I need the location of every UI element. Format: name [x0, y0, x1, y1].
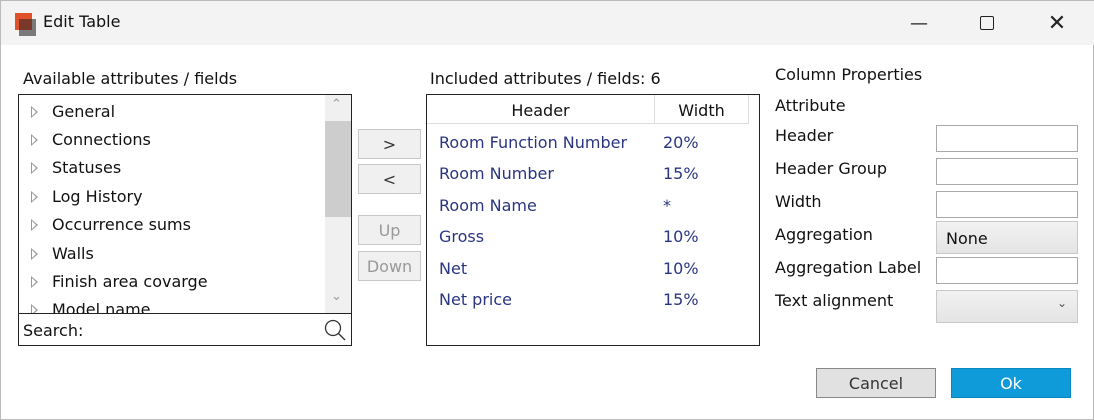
tree-item-model-name[interactable]: Model name — [31, 300, 151, 313]
cancel-button[interactable]: Cancel — [816, 368, 936, 398]
app-logo-icon — [15, 13, 36, 36]
ok-button[interactable]: Ok — [951, 368, 1071, 398]
width-input[interactable] — [936, 191, 1078, 218]
table-row[interactable]: Net price 15% — [439, 290, 749, 309]
cell-header: Room Name — [439, 196, 537, 215]
tree-item-label: Model name — [52, 300, 151, 313]
tree-item-finish-area[interactable]: Finish area covarge — [31, 272, 208, 291]
width-label: Width — [775, 192, 822, 211]
column-header-width[interactable]: Width — [655, 95, 749, 123]
available-tree[interactable]: General Connections Statuses Log History… — [18, 94, 352, 346]
cell-header: Gross — [439, 227, 485, 246]
text-alignment-dropdown[interactable]: ⌄ — [936, 290, 1078, 323]
tree-item-label: Finish area covarge — [52, 272, 208, 291]
remove-button[interactable]: < — [358, 164, 421, 194]
aggregation-label: Aggregation — [775, 225, 873, 244]
cell-width: 20% — [663, 133, 699, 152]
tree-item-walls[interactable]: Walls — [31, 244, 94, 263]
expand-icon[interactable] — [31, 105, 38, 118]
window-title: Edit Table — [43, 12, 121, 31]
header-input[interactable] — [936, 125, 1078, 152]
maximize-icon[interactable] — [964, 7, 1010, 39]
header-group-input[interactable] — [936, 158, 1078, 185]
cell-header: Net — [439, 259, 468, 278]
scrollbar-thumb[interactable] — [325, 121, 351, 217]
tree-item-general[interactable]: General — [31, 102, 115, 121]
table-row[interactable]: Room Name * — [439, 196, 749, 215]
title-bar: Edit Table — ✕ — [1, 1, 1094, 45]
search-box[interactable]: Search: — [19, 313, 351, 345]
add-button[interactable]: > — [358, 129, 421, 159]
move-up-button[interactable]: Up — [358, 215, 421, 245]
scroll-down-icon[interactable]: ⌄ — [331, 289, 342, 304]
aggregation-label-label: Aggregation Label — [775, 258, 922, 277]
text-alignment-label: Text alignment — [775, 291, 894, 310]
cell-width: 10% — [663, 227, 699, 246]
tree-item-label: Occurrence sums — [52, 215, 191, 234]
tree-item-occurrence-sums[interactable]: Occurrence sums — [31, 215, 191, 234]
aggregation-label-input[interactable] — [936, 257, 1078, 284]
header-group-label: Header Group — [775, 159, 888, 178]
expand-icon[interactable] — [31, 247, 38, 260]
attribute-label: Attribute — [775, 96, 846, 115]
tree-item-statuses[interactable]: Statuses — [31, 158, 121, 177]
cell-width: 15% — [663, 164, 699, 183]
included-table[interactable]: Header Width Room Function Number 20% Roo… — [426, 94, 760, 346]
move-down-button[interactable]: Down — [358, 251, 421, 281]
cell-width: 10% — [663, 259, 699, 278]
cell-header: Room Number — [439, 164, 554, 183]
expand-icon[interactable] — [31, 161, 38, 174]
table-row[interactable]: Room Function Number 20% — [439, 133, 749, 152]
header-label: Header — [775, 126, 834, 145]
tree-item-label: General — [52, 102, 116, 121]
tree-item-log-history[interactable]: Log History — [31, 187, 143, 206]
scroll-up-icon[interactable]: ⌃ — [331, 97, 342, 112]
cell-header: Room Function Number — [439, 133, 628, 152]
tree-item-label: Statuses — [52, 158, 122, 177]
scrollbar[interactable]: ⌃ ⌄ — [325, 95, 351, 313]
table-row[interactable]: Room Number 15% — [439, 164, 749, 183]
search-icon[interactable] — [323, 318, 347, 342]
close-icon[interactable]: ✕ — [1047, 10, 1067, 36]
table-row[interactable]: Net 10% — [439, 259, 749, 278]
table-row[interactable]: Gross 10% — [439, 227, 749, 246]
tree-item-label: Log History — [52, 187, 143, 206]
chevron-down-icon: ⌄ — [1056, 296, 1067, 310]
minimize-icon[interactable]: — — [910, 12, 928, 34]
tree-item-label: Walls — [52, 244, 94, 263]
column-properties-title: Column Properties — [775, 65, 923, 84]
cell-width: * — [663, 196, 671, 215]
included-label: Included attributes / fields: 6 — [430, 69, 661, 88]
aggregation-value: None — [946, 229, 988, 248]
column-header-header[interactable]: Header — [427, 95, 655, 123]
tree-item-label: Connections — [52, 130, 151, 149]
available-label: Available attributes / fields — [23, 69, 238, 88]
aggregation-dropdown[interactable]: None — [936, 221, 1078, 254]
expand-icon[interactable] — [31, 275, 38, 288]
search-label: Search: — [23, 321, 84, 340]
cell-width: 15% — [663, 290, 699, 309]
expand-icon[interactable] — [31, 303, 38, 313]
expand-icon[interactable] — [31, 133, 38, 146]
expand-icon[interactable] — [31, 190, 38, 203]
cell-header: Net price — [439, 290, 512, 309]
tree-item-connections[interactable]: Connections — [31, 130, 151, 149]
table-header: Header Width — [427, 95, 749, 124]
expand-icon[interactable] — [31, 218, 38, 231]
